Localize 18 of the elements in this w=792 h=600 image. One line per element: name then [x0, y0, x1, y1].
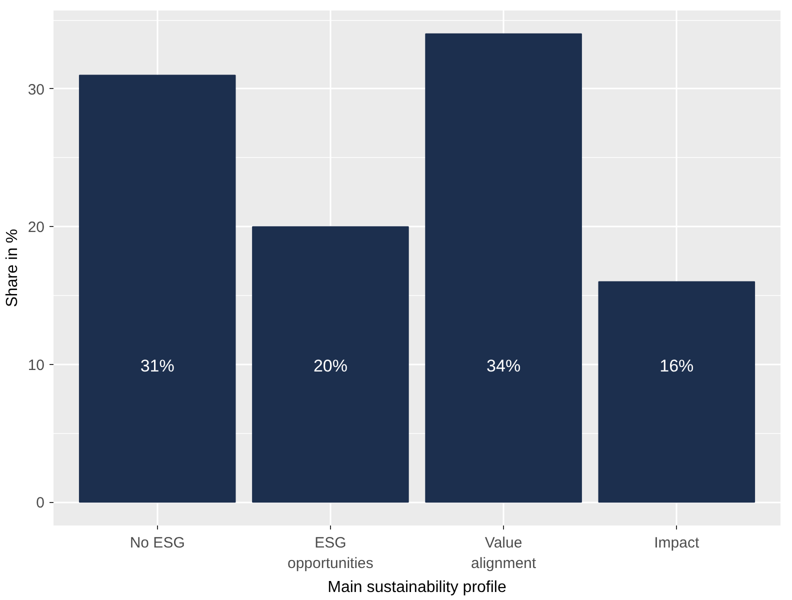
y-tick-label: 10: [28, 356, 45, 374]
data-label: 31%: [140, 356, 174, 376]
y-axis-title: Share in %: [4, 228, 21, 308]
x-tick-label: Impact: [654, 534, 700, 552]
bar: [598, 281, 756, 503]
bar: [78, 74, 236, 503]
y-tick-label: 0: [36, 494, 44, 512]
x-tick-label: No ESG: [130, 534, 185, 552]
x-axis-title: Main sustainability profile: [328, 578, 506, 596]
data-label: 16%: [660, 356, 694, 376]
x-tick-label: ESG opportunities: [288, 534, 374, 572]
x-tick-label: Value alignment: [471, 534, 537, 572]
bar: [425, 33, 582, 503]
data-label: 20%: [313, 356, 348, 376]
data-label: 34%: [486, 356, 521, 376]
y-tick-label: 20: [28, 219, 45, 236]
y-tick-label: 30: [28, 81, 45, 98]
bar: [252, 226, 409, 503]
